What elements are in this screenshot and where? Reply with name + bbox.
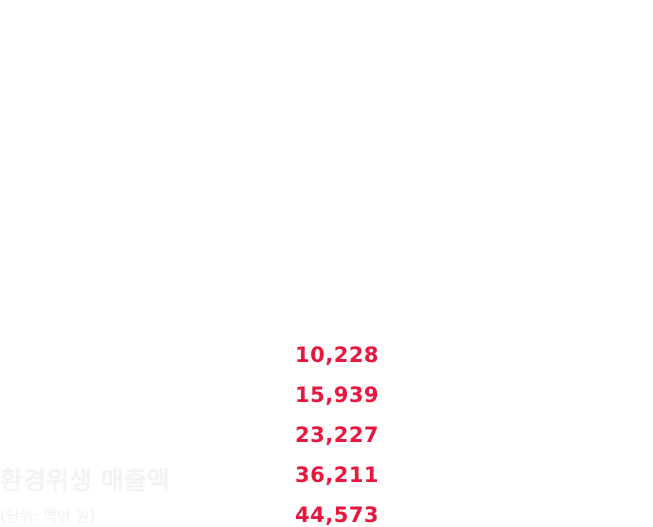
value-list: 10,228 15,939 23,227 36,211 44,573 [295,343,379,527]
data-label: 15,939 [295,383,380,407]
data-label: 23,227 [295,423,380,447]
chart-unit-label: (단위: 백만 원) [0,507,96,525]
data-label: 10,228 [295,343,380,367]
data-label: 44,573 [295,503,380,527]
data-label: 36,211 [295,463,380,487]
chart-title: 환경위생 매출액 [0,466,170,495]
